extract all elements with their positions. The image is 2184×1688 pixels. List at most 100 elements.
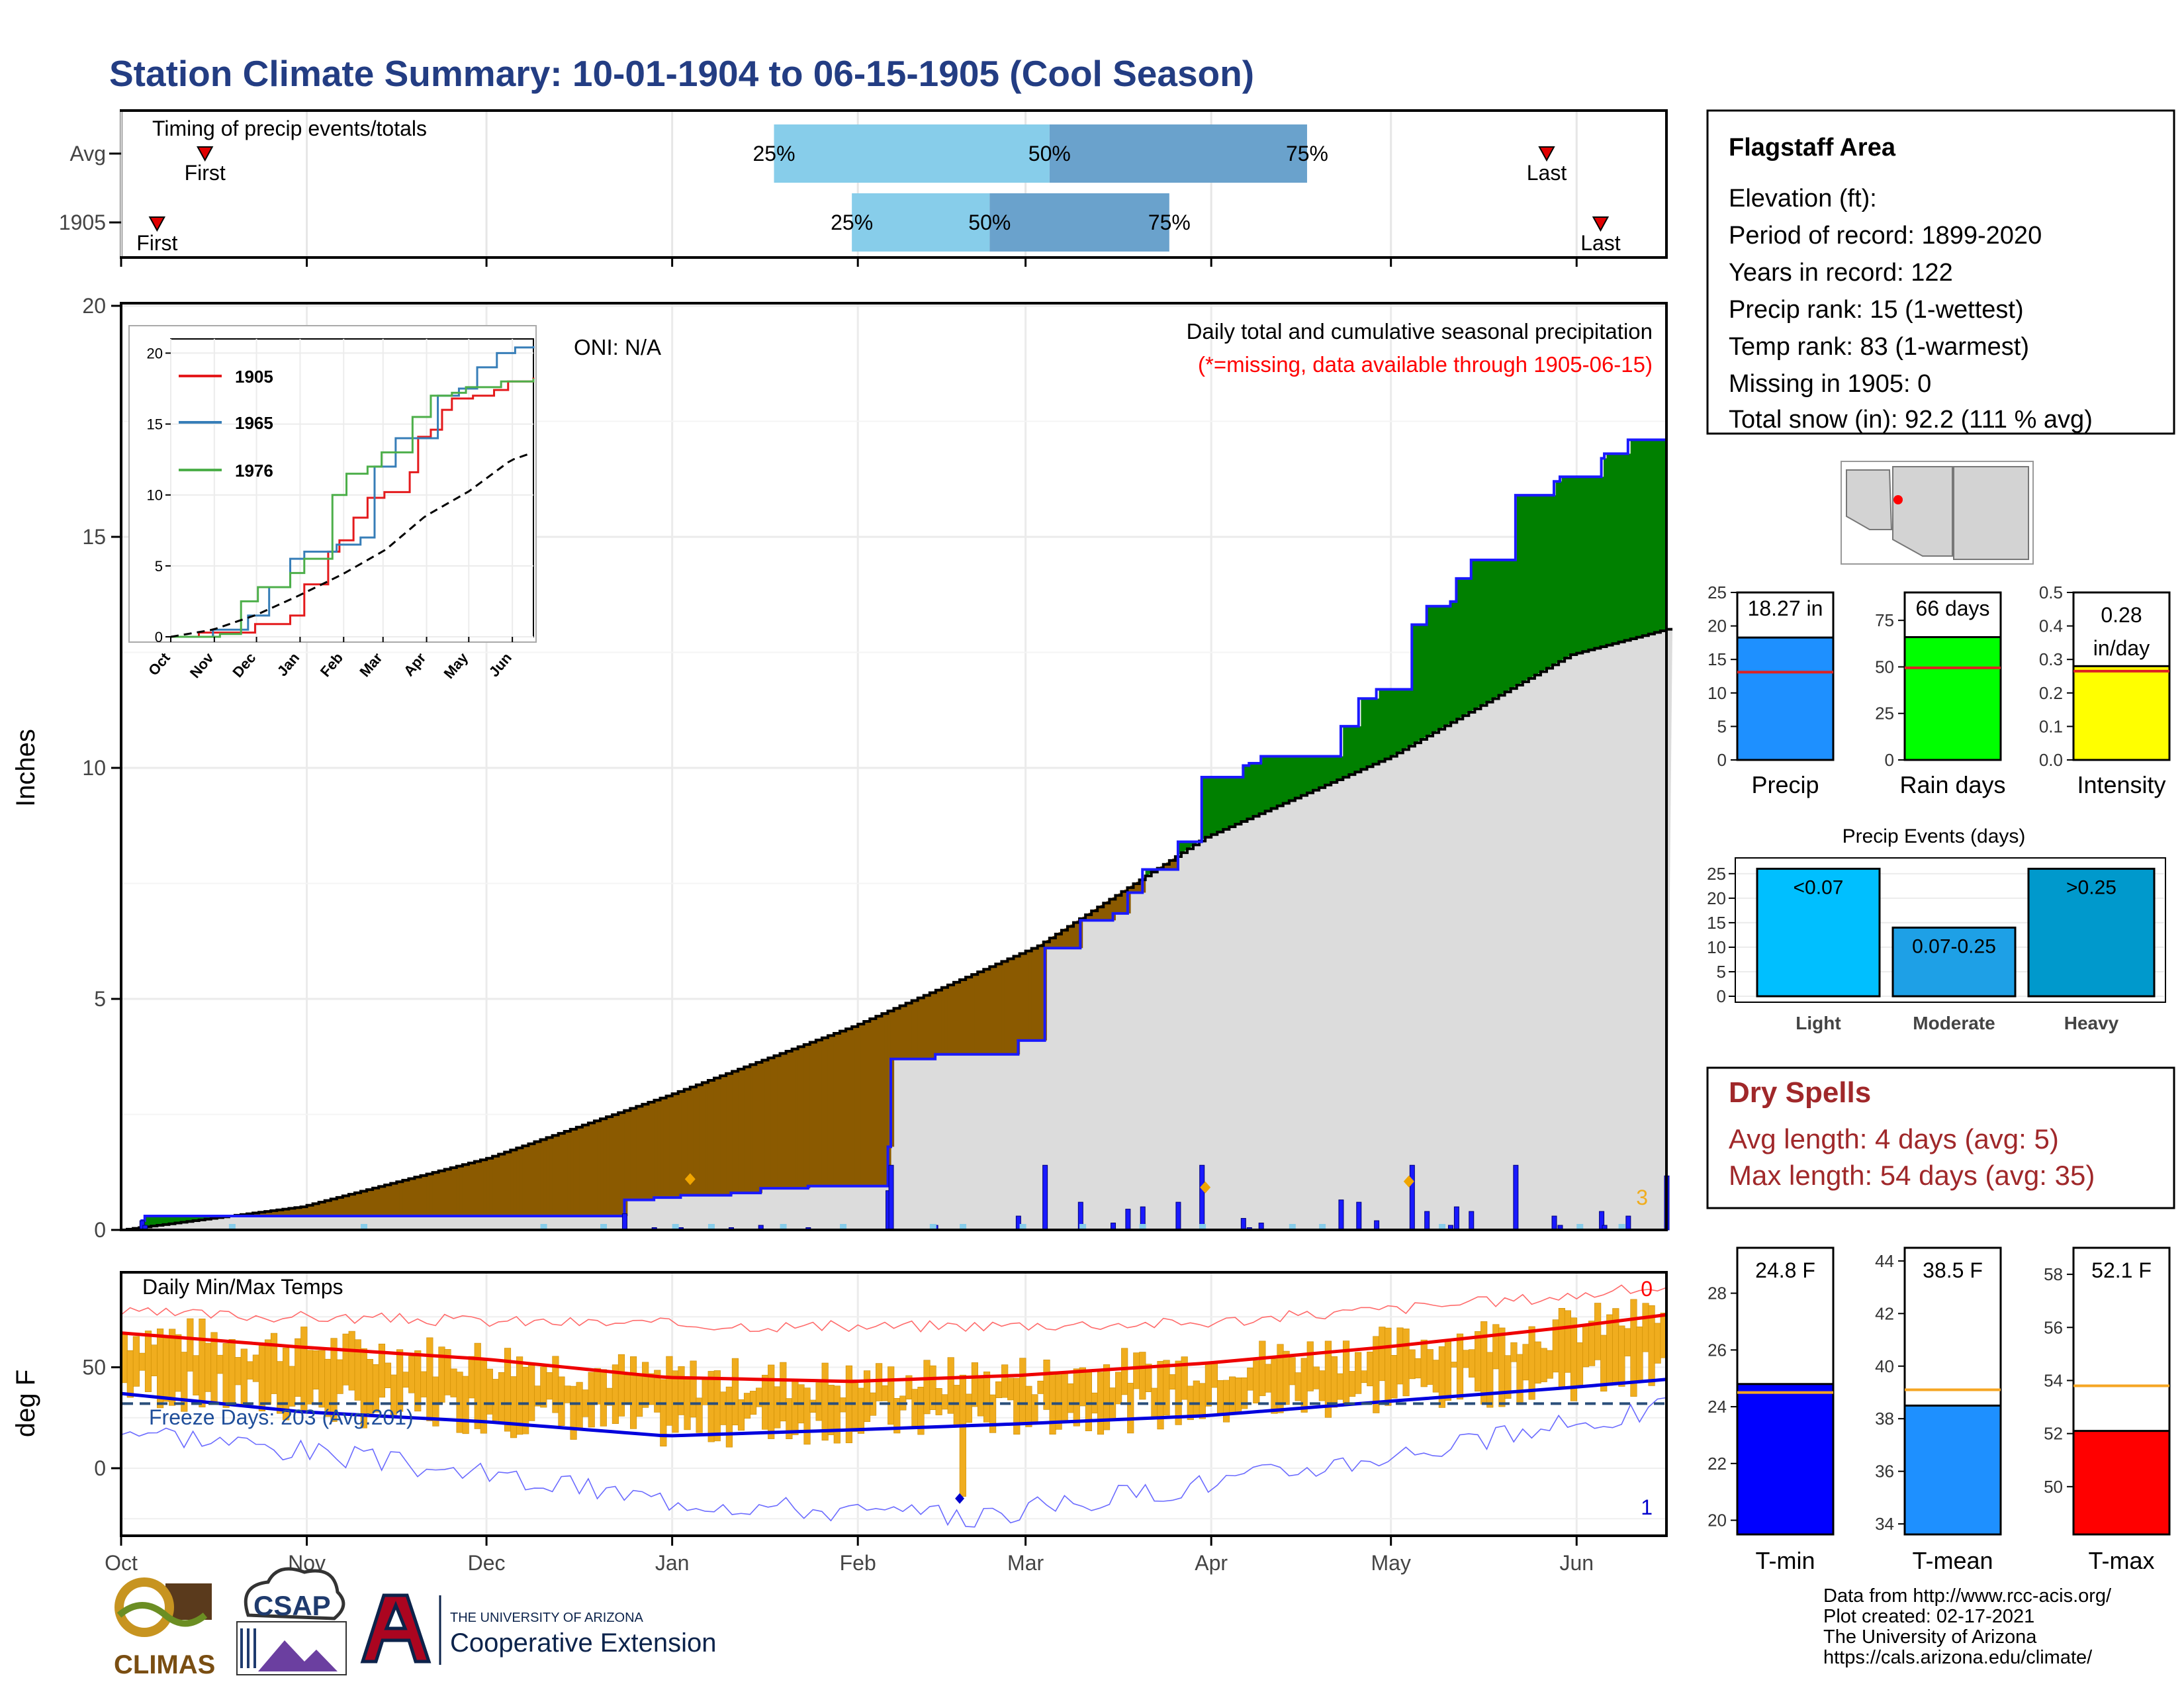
surplus-strip: [202, 1216, 206, 1220]
surplus-strip: [1435, 606, 1439, 731]
daily-temp-bar: [1486, 1352, 1494, 1408]
events-y-tick-label: 25: [1707, 864, 1726, 884]
daily-temp-bar: [1522, 1344, 1529, 1381]
daily-temp-bar: [809, 1399, 817, 1413]
daily-temp-bar: [1295, 1372, 1302, 1401]
surplus-strip: [1319, 756, 1323, 788]
deficit-strip: [459, 1165, 463, 1217]
surplus-strip: [1651, 440, 1655, 633]
deficit-strip: [687, 1088, 691, 1196]
average-min-line: [120, 1378, 1667, 1438]
daily-temp-bar: [642, 1362, 649, 1408]
deficit-strip: [848, 1027, 852, 1186]
average-cumulative-line: [121, 628, 1673, 1231]
deficit-strip: [827, 1035, 832, 1186]
deficit-strip: [992, 965, 996, 1055]
deficit-strip: [1133, 883, 1137, 893]
deficit-strip: [870, 1019, 874, 1186]
daily-precip-bar: [1409, 1164, 1415, 1231]
surplus-strip: [1504, 559, 1508, 692]
deficit-strip: [498, 1154, 502, 1217]
daily-temp-bar: [420, 1371, 428, 1397]
surplus-strip: [175, 1216, 179, 1223]
daily-temp-bar: [1163, 1360, 1170, 1416]
trace-precip-mark: [1199, 1224, 1206, 1230]
trace-precip-mark: [1618, 1224, 1625, 1230]
deficit-strip: [300, 1207, 304, 1217]
deficit-strip: [657, 1099, 661, 1198]
deficit-strip: [597, 1119, 601, 1217]
deficit-strip: [399, 1181, 403, 1217]
events-y-tick-label: 5: [1717, 962, 1726, 982]
deficit-strip: [642, 1104, 646, 1200]
station-name: Flagstaff Area: [1729, 134, 1896, 162]
surplus-strip: [1414, 624, 1419, 743]
deficit-strip: [944, 986, 948, 1055]
daily-temp-bar: [450, 1368, 457, 1397]
surplus-strip: [1603, 458, 1608, 646]
timing-p50-label-1905: 50%: [968, 211, 1011, 234]
inset-series: [170, 346, 535, 638]
deficit-strip: [1124, 889, 1128, 914]
daily-temp-bar: [528, 1364, 535, 1421]
surplus-strip: [1355, 726, 1359, 773]
daily-temp-bar: [1283, 1350, 1290, 1405]
daily-temp-bar: [306, 1350, 314, 1405]
deficit-strip: [980, 970, 984, 1055]
deficit-strip: [1058, 932, 1062, 949]
surplus-strip: [1496, 559, 1500, 697]
deficit-strip: [1085, 914, 1089, 921]
surplus-strip: [187, 1216, 191, 1222]
daily-precip-bar: [1551, 1215, 1557, 1231]
daily-temp-bar: [144, 1331, 152, 1392]
surplus-strip: [1244, 765, 1248, 821]
deficit-strip: [795, 1047, 799, 1189]
events-y-tick-label: 15: [1707, 913, 1726, 933]
daily-temp-bar: [318, 1350, 326, 1408]
surplus-strip: [1178, 841, 1182, 855]
surplus-strip: [1469, 578, 1473, 713]
surplus-strip: [1376, 698, 1380, 763]
daily-temp-bar: [1469, 1349, 1476, 1378]
daily-temp-bar: [216, 1354, 224, 1374]
daily-temp-bar: [702, 1379, 709, 1405]
daily-temp-bar: [1606, 1314, 1614, 1386]
trace-precip-mark: [1439, 1224, 1446, 1230]
daily-temp-bar: [1540, 1348, 1547, 1382]
daily-temp-bar: [1079, 1367, 1086, 1407]
deficit-strip: [938, 988, 942, 1055]
surplus-strip: [1325, 756, 1329, 785]
mini-y-tick-label: 0.2: [2039, 683, 2063, 703]
deficit-strip: [255, 1212, 259, 1217]
deficit-strip: [1067, 926, 1071, 949]
daily-temp-bar: [594, 1368, 601, 1405]
surplus-strip: [1343, 726, 1347, 778]
surplus-strip: [1585, 477, 1589, 651]
temp-y-label: deg F: [11, 1370, 40, 1437]
surplus-strip: [1256, 763, 1260, 816]
trace-precip-mark: [929, 1224, 936, 1230]
deficit-strip: [840, 1031, 844, 1186]
surplus-strip: [1639, 440, 1643, 637]
month-x-label-Jan: Jan: [655, 1551, 690, 1575]
precip-y-tick-label: 0: [94, 1218, 106, 1242]
mini-y-tick-label: 0.5: [2039, 583, 2063, 602]
daily-temp-bar: [959, 1374, 966, 1497]
inset-y-tick-label: 0: [155, 629, 163, 645]
daily-temp-bar: [821, 1362, 829, 1441]
daily-temp-bar: [1216, 1380, 1224, 1414]
deficit-strip: [974, 973, 978, 1055]
daily-precip-bar: [1042, 1164, 1048, 1231]
surplus-strip: [1412, 624, 1416, 745]
surplus-strip: [1298, 756, 1302, 797]
surplus-strip: [193, 1216, 197, 1221]
surplus-strip: [1337, 756, 1341, 780]
dry-spells-box: Dry Spells Avg length: 4 days (avg: 5) M…: [1706, 1066, 2175, 1209]
deficit-strip: [846, 1029, 850, 1186]
month-x-label-Apr: Apr: [1195, 1551, 1228, 1575]
deficit-strip: [471, 1162, 475, 1217]
deficit-strip: [1136, 882, 1140, 893]
map-state-east: [1953, 466, 2029, 560]
surplus-strip: [1361, 698, 1365, 770]
deficit-strip: [950, 983, 954, 1055]
